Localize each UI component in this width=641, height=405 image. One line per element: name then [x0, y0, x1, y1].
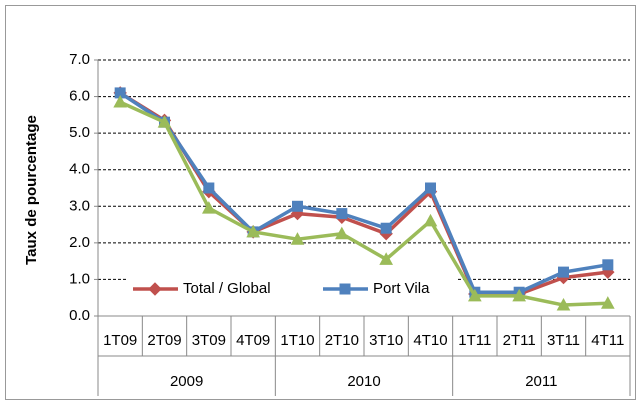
data-point: [246, 224, 261, 238]
x-tick-label: 3T09: [192, 332, 226, 349]
data-point: [512, 288, 527, 302]
data-point: [336, 208, 348, 220]
legend: [128, 278, 458, 300]
x-tick-label: 1T09: [103, 332, 137, 349]
y-axis-title: Taux de pourcentage: [23, 115, 40, 265]
data-point: [292, 200, 303, 212]
legend-marker: [339, 283, 351, 295]
data-point: [423, 213, 438, 227]
group-label: 2010: [347, 373, 380, 390]
data-point: [600, 296, 615, 309]
x-tick-label: 1T10: [280, 332, 314, 349]
y-tick-label: 4.0: [69, 161, 90, 178]
group-label: 2011: [525, 373, 557, 390]
x-tick-label: 2T10: [325, 332, 359, 349]
legend-label: Total / Global: [183, 280, 271, 297]
data-point: [113, 95, 128, 108]
data-point: [201, 201, 216, 214]
y-tick-label: 3.0: [69, 197, 90, 214]
x-tick-label: 2T09: [147, 332, 181, 349]
data-point: [334, 226, 349, 240]
data-point: [425, 182, 436, 194]
y-tick-label: 5.0: [69, 124, 90, 141]
y-tick-label: 7.0: [69, 51, 90, 68]
data-point: [558, 266, 569, 278]
data-point: [290, 232, 305, 245]
x-tick-label: 1T11: [458, 332, 491, 349]
x-tick-label: 3T11: [547, 332, 580, 349]
legend-label: Port Vila: [373, 280, 430, 297]
legend-marker: [148, 282, 162, 296]
data-point: [602, 259, 614, 271]
series-line: [119, 100, 608, 307]
data-point: [467, 288, 482, 302]
data-point: [556, 297, 571, 311]
x-tick-label: 4T10: [413, 332, 447, 349]
chart-frame: [5, 5, 636, 400]
y-tick-label: 2.0: [69, 234, 90, 251]
group-label: 2009: [170, 373, 203, 390]
x-tick-label: 4T11: [591, 332, 624, 349]
x-tick-label: 3T10: [369, 332, 403, 349]
x-tick-label: 4T09: [236, 332, 270, 349]
data-point: [379, 252, 394, 265]
data-point: [203, 182, 215, 194]
data-point: [157, 115, 172, 128]
data-point: [380, 222, 392, 234]
y-tick-label: 1.0: [69, 270, 90, 287]
y-tick-label: 6.0: [69, 88, 90, 105]
x-tick-label: 2T11: [503, 332, 536, 349]
series-line: [119, 91, 609, 294]
y-tick-label: 0.0: [69, 307, 90, 324]
